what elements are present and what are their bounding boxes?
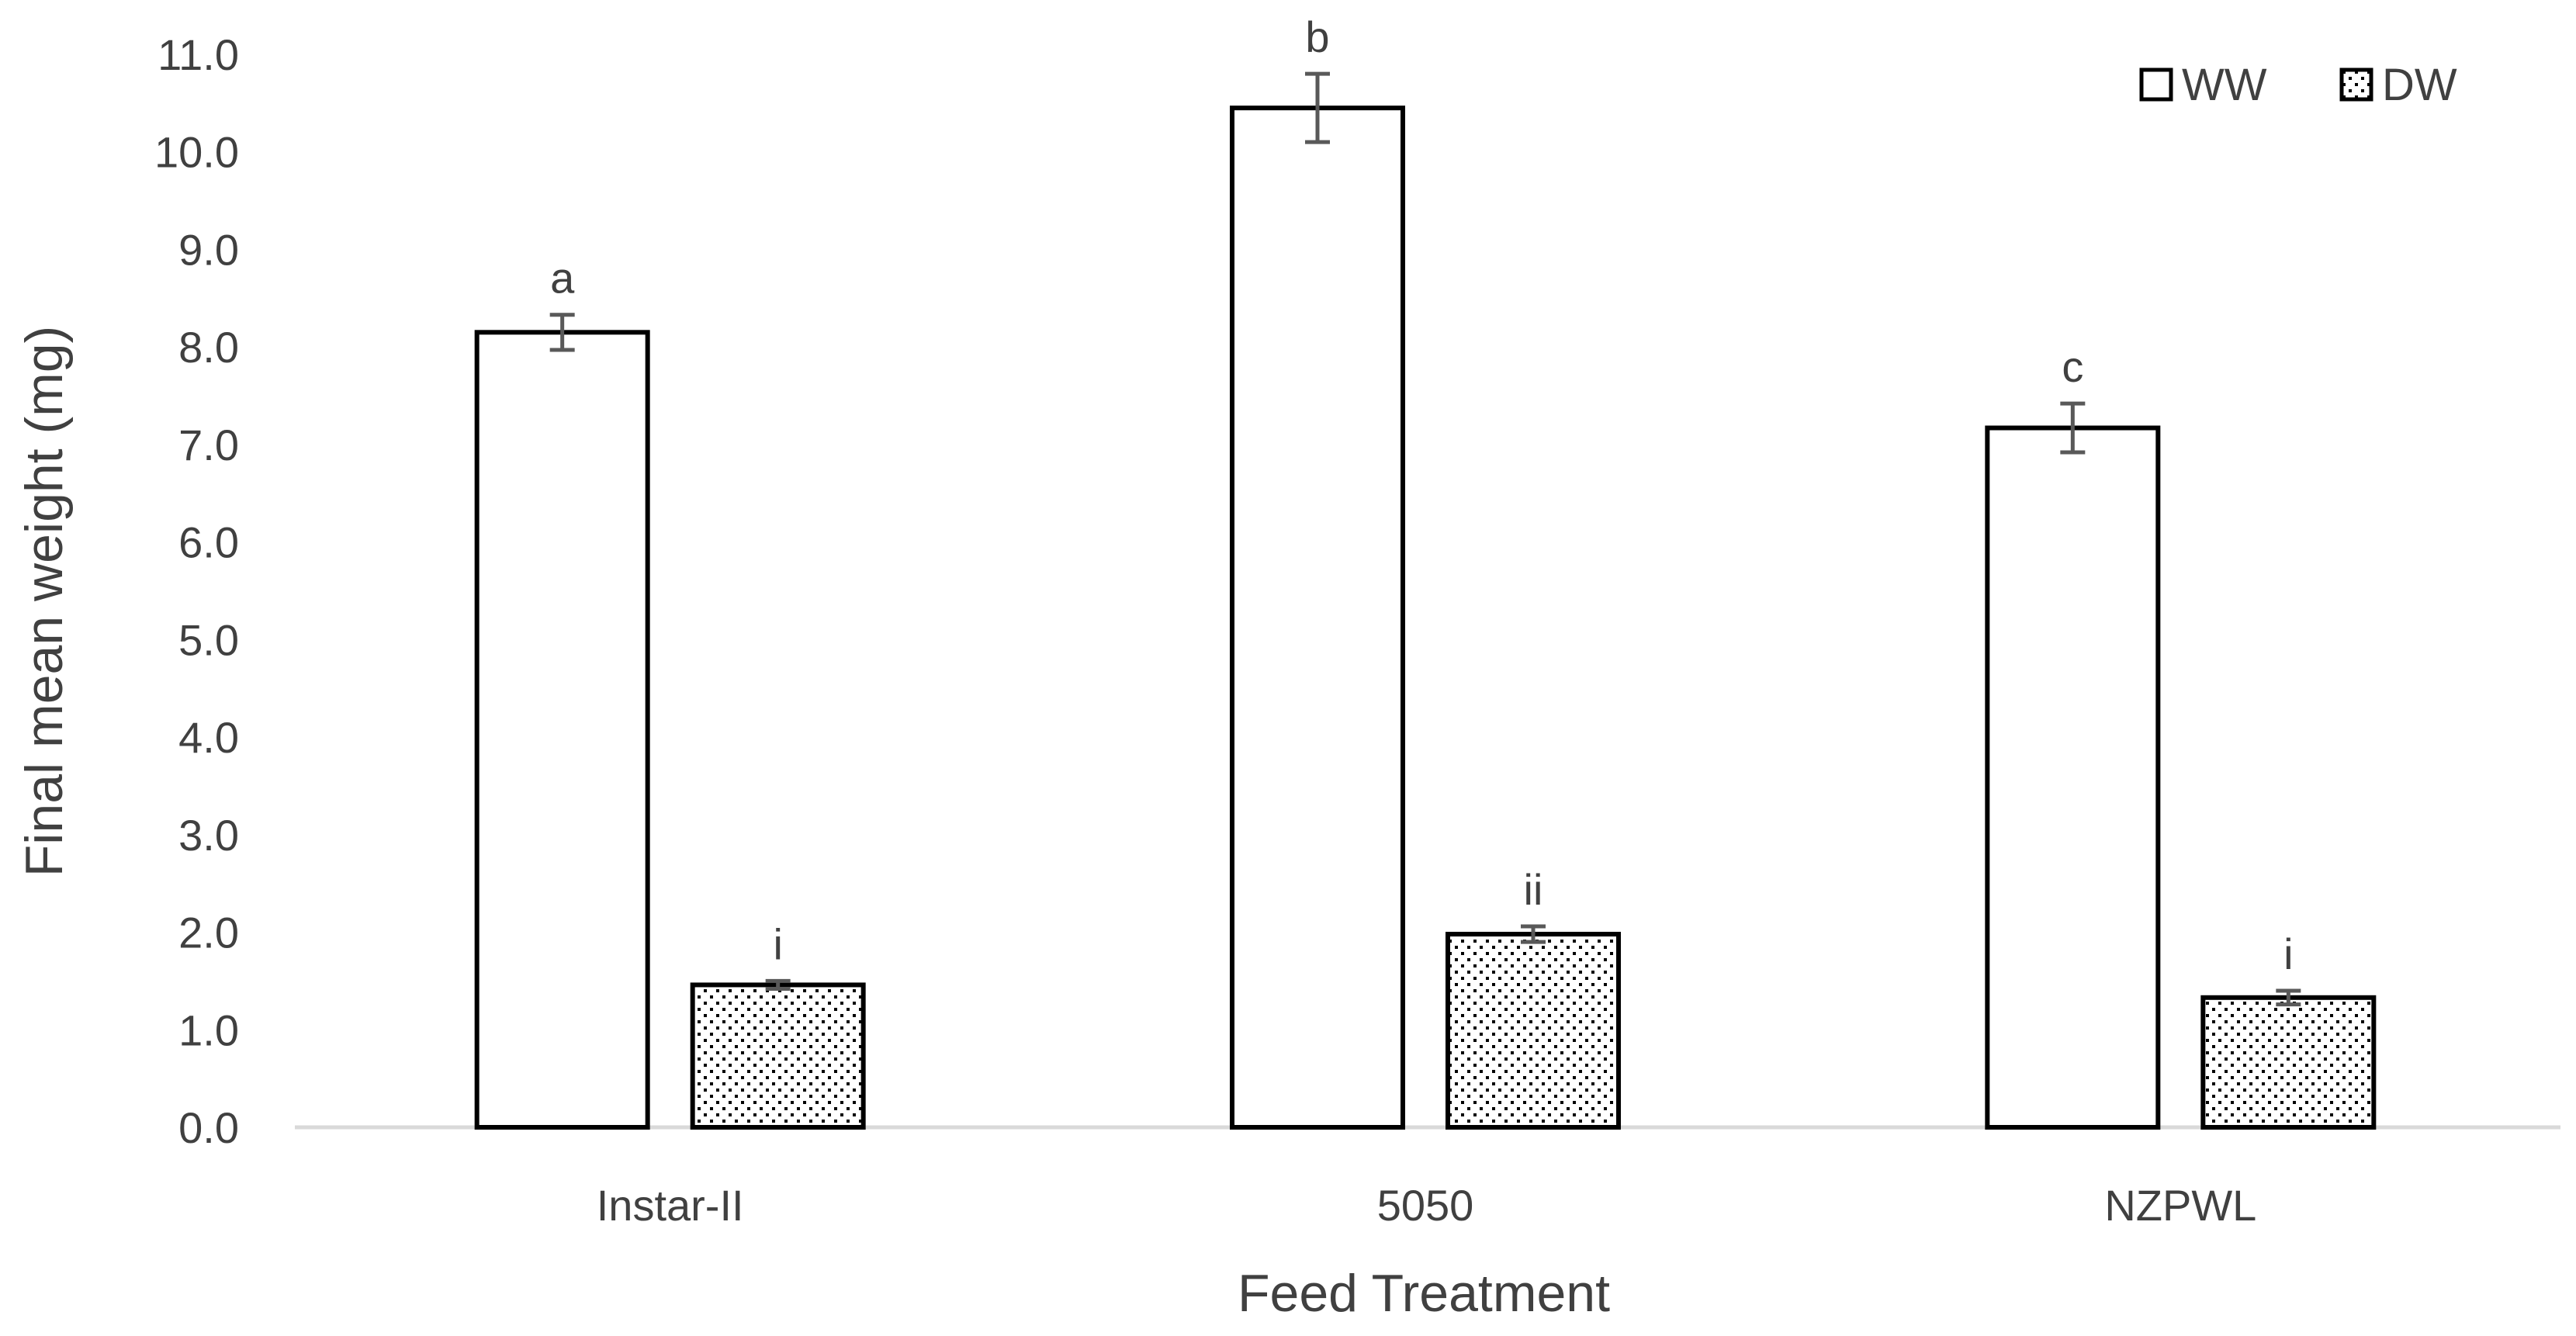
y-tick-label: 6.0 [178, 518, 239, 567]
legend-swatch-dw [2339, 67, 2373, 102]
bar-ww [474, 330, 650, 1130]
legend: WW DW [2139, 60, 2457, 110]
x-axis-categories: Instar-II 5050 NZPWL [597, 1181, 2257, 1230]
y-tick-label: 1.0 [178, 1005, 239, 1054]
y-tick-label: 8.0 [178, 323, 239, 372]
significance-label: i [2283, 929, 2293, 978]
significance-label: b [1305, 12, 1329, 61]
y-axis-title: Final mean weight (mg) [15, 326, 74, 877]
error-bars-group [549, 71, 2301, 1007]
significance-label: i [773, 919, 782, 968]
bar-dw [1446, 932, 1621, 1130]
x-tick-label: NZPWL [2104, 1181, 2256, 1230]
x-tick-label: Instar-II [597, 1181, 744, 1230]
x-tick-label: 5050 [1377, 1181, 1474, 1230]
legend-swatch-ww [2139, 67, 2173, 102]
significance-label: a [550, 254, 575, 303]
y-tick-label: 3.0 [178, 811, 239, 860]
bars-group [474, 106, 2377, 1130]
y-tick-label: 9.0 [178, 225, 239, 274]
bar-dw [690, 982, 866, 1130]
significance-labels-group: a i b ii c i [550, 12, 2293, 978]
y-tick-label: 7.0 [178, 421, 239, 469]
y-tick-label: 5.0 [178, 615, 239, 664]
y-tick-label: 4.0 [178, 713, 239, 762]
x-axis-title: Feed Treatment [1238, 1264, 1610, 1323]
y-tick-label: 2.0 [178, 909, 239, 957]
y-tick-label: 11.0 [158, 30, 239, 79]
bar-ww [1985, 425, 2161, 1130]
y-tick-label: 10.0 [154, 128, 239, 177]
legend-label-dw: DW [2382, 60, 2457, 110]
legend-label-ww: WW [2182, 60, 2267, 110]
y-axis-ticks: 0.0 1.0 2.0 3.0 4.0 5.0 6.0 7.0 8.0 9.0 10.0 11.0 [154, 30, 239, 1152]
significance-label: c [2062, 342, 2083, 391]
bar-dw [2200, 995, 2377, 1130]
bar-ww [1230, 106, 1405, 1130]
y-tick-label: 0.0 [178, 1103, 239, 1152]
significance-label: ii [1524, 865, 1543, 914]
